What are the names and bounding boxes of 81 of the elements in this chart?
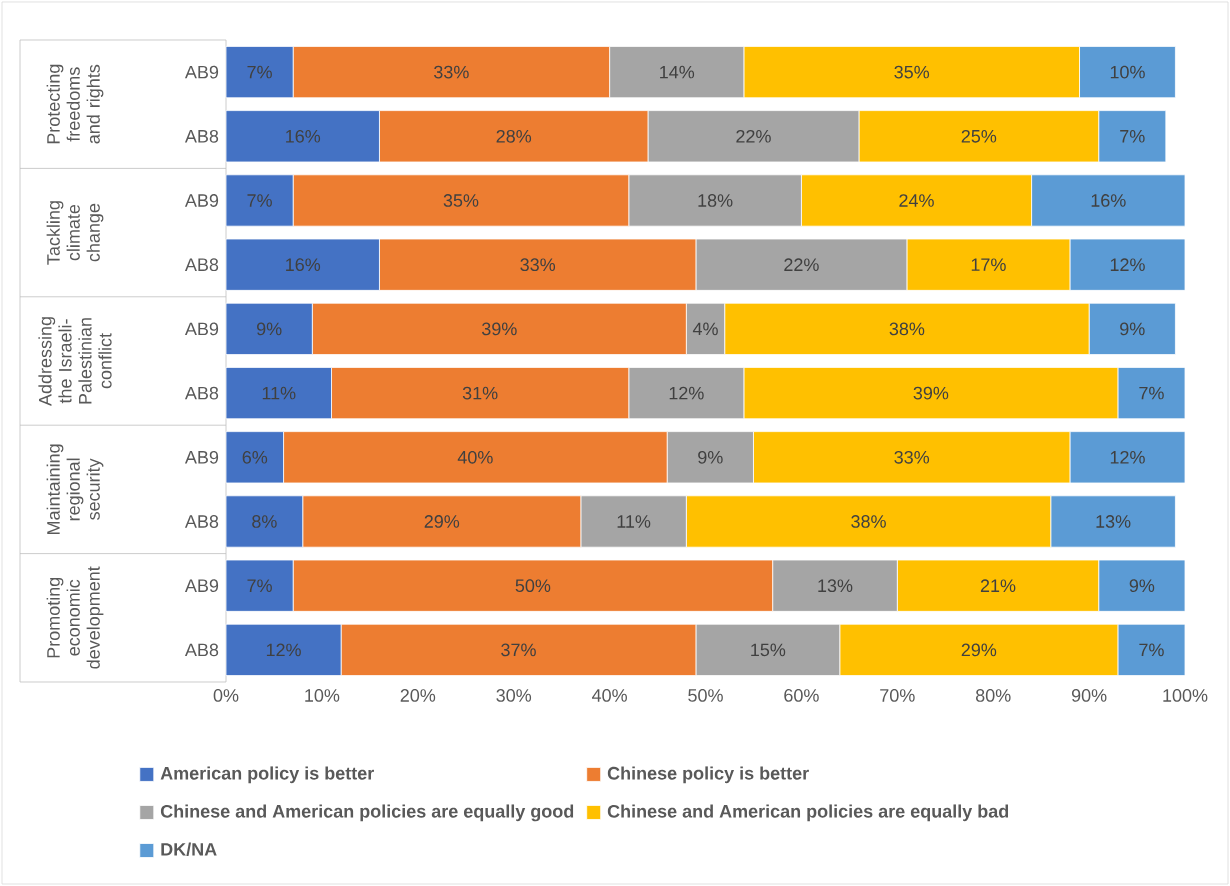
- data-label: 35%: [443, 194, 479, 207]
- text: Tackling climate change: [46, 201, 104, 265]
- data-label: 10%: [1110, 65, 1145, 79]
- data-label: 25%: [961, 129, 997, 143]
- y-tick-label: AB9: [184, 194, 219, 207]
- text: Maintaining regional security: [46, 444, 104, 534]
- legend-label: American policy is better: [160, 766, 374, 784]
- data-label: 12%: [1110, 258, 1145, 272]
- data-label: 16%: [1091, 194, 1126, 207]
- y-tick-label: AB8: [184, 386, 219, 400]
- text: Addressing the Israeli-Palestinian conflict: [38, 317, 112, 406]
- x-tick-label: 80%: [975, 689, 1011, 702]
- text: Protecting freedoms and rights: [46, 64, 104, 144]
- x-tick-label: 0%: [213, 689, 239, 702]
- data-label: 29%: [961, 643, 997, 657]
- data-label: 13%: [1096, 515, 1131, 528]
- data-label: 12%: [1110, 450, 1145, 464]
- x-tick-label: 50%: [688, 689, 723, 702]
- data-label: 12%: [266, 643, 301, 657]
- data-label: 6%: [242, 450, 268, 464]
- data-label: 9%: [257, 322, 282, 336]
- y-tick-label: AB9: [184, 579, 219, 593]
- data-label: 24%: [899, 194, 934, 207]
- data-label: 37%: [501, 643, 536, 657]
- data-label: 18%: [698, 194, 733, 207]
- data-label: 12%: [669, 386, 704, 400]
- x-tick-label: 70%: [880, 689, 915, 702]
- y-tick-label: AB8: [184, 258, 219, 272]
- data-label: 7%: [247, 579, 272, 592]
- x-tick-label: 20%: [400, 689, 436, 702]
- y-tick-label: AB9: [184, 65, 219, 79]
- text: Promoting economic development: [46, 566, 104, 669]
- data-label: 16%: [286, 258, 321, 272]
- legend-label: Chinese policy is better: [607, 766, 809, 784]
- x-tick-label: 30%: [496, 689, 532, 702]
- x-tick-label: 90%: [1071, 689, 1107, 702]
- x-tick-label: 100%: [1163, 689, 1208, 702]
- data-label: 7%: [1139, 386, 1164, 400]
- data-label: 39%: [482, 322, 517, 336]
- data-label: 8%: [252, 515, 277, 528]
- data-label: 50%: [515, 579, 551, 593]
- data-label: 38%: [889, 322, 925, 336]
- data-label: 22%: [736, 129, 771, 143]
- data-label: 9%: [698, 450, 723, 464]
- data-label: 13%: [818, 579, 853, 593]
- data-label: 21%: [980, 579, 1016, 593]
- legend-label: Chinese and American policies are equally bad: [607, 804, 1009, 822]
- data-label: 35%: [894, 65, 930, 79]
- y-tick-label: AB8: [184, 129, 219, 143]
- x-tick-label: 60%: [784, 689, 819, 702]
- data-label: 9%: [1129, 579, 1155, 593]
- data-label: 11%: [617, 515, 651, 528]
- data-label: 7%: [1139, 643, 1164, 657]
- data-label: 9%: [1120, 322, 1145, 336]
- data-label: 16%: [286, 129, 321, 143]
- data-label: 33%: [894, 450, 930, 464]
- y-tick-label: AB9: [184, 450, 219, 464]
- legend-label: Chinese and American policies are equally good: [160, 804, 574, 822]
- data-label: 40%: [457, 450, 493, 464]
- data-label: 14%: [660, 65, 695, 79]
- y-tick-label: AB8: [184, 643, 219, 657]
- y-tick-label: AB9: [184, 322, 219, 336]
- data-label: 4%: [692, 322, 718, 336]
- data-label: 17%: [971, 258, 1006, 271]
- legend-label: DK/NA: [161, 842, 217, 856]
- data-label: 29%: [424, 515, 460, 528]
- data-label: 28%: [496, 129, 532, 143]
- data-label: 7%: [1120, 129, 1145, 143]
- y-tick-label: AB8: [184, 515, 219, 528]
- data-label: 33%: [434, 65, 469, 79]
- data-label: 22%: [784, 258, 819, 272]
- data-label: 11%: [262, 386, 296, 400]
- data-label: 39%: [913, 386, 949, 400]
- data-label: 7%: [247, 65, 272, 79]
- data-label: 31%: [462, 386, 498, 400]
- data-label: 38%: [851, 515, 886, 528]
- x-tick-label: 40%: [592, 689, 627, 702]
- x-tick-label: 10%: [305, 689, 340, 702]
- data-label: 7%: [247, 194, 272, 207]
- data-label: 33%: [520, 258, 556, 272]
- data-label: 15%: [751, 643, 786, 657]
